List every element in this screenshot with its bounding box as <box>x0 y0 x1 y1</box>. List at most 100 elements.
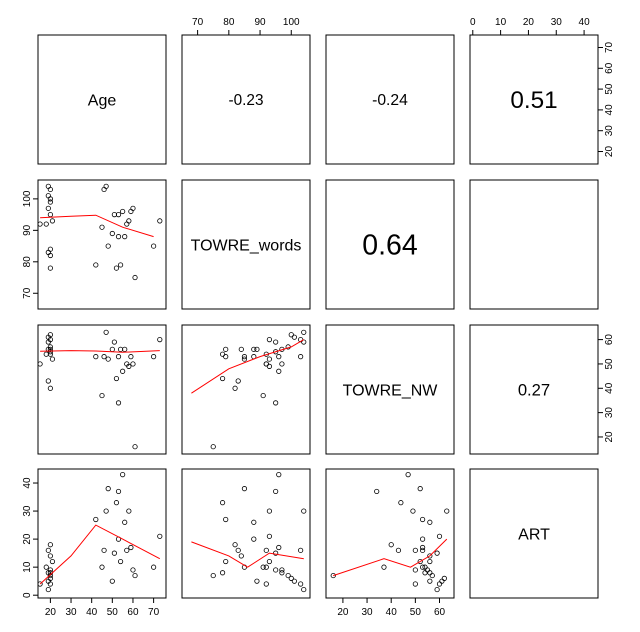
point-ART-vs-Age <box>128 544 134 551</box>
tick-label-TOWRE_words: 70 <box>22 287 33 299</box>
point-ART-vs-TOWRE_NW <box>398 500 404 506</box>
diagonal-label-age: Age <box>88 93 117 110</box>
point-TOWRE_NW-vs-TOWRE_words <box>291 334 297 340</box>
point-ART-vs-TOWRE_words <box>279 567 285 573</box>
point-ART-vs-TOWRE_NW <box>441 575 447 581</box>
tick-label-TOWRE_NW: 60 <box>434 607 446 618</box>
point-ART-vs-TOWRE_words <box>219 570 226 576</box>
smooth-ART-vs-Age <box>39 524 161 585</box>
point-TOWRE_NW-vs-Age <box>101 354 107 360</box>
point-ART-vs-TOWRE_NW <box>412 547 418 553</box>
point-ART-vs-TOWRE_words <box>266 558 273 565</box>
point-TOWRE_NW-vs-Age <box>49 356 56 362</box>
point-TOWRE_NW-vs-TOWRE_words <box>273 349 279 355</box>
panel-3-2 <box>325 468 455 599</box>
tick-label-TOWRE_words: 100 <box>283 17 300 28</box>
point-ART-vs-TOWRE_NW <box>420 536 426 542</box>
point-TOWRE_NW-vs-TOWRE_words <box>235 378 241 384</box>
point-TOWRE_words-vs-Age <box>103 183 109 189</box>
point-ART-vs-TOWRE_words <box>273 550 279 556</box>
point-TOWRE_NW-vs-TOWRE_words <box>279 361 285 367</box>
point-ART-vs-TOWRE_NW <box>420 547 426 553</box>
point-ART-vs-TOWRE_NW <box>412 581 418 587</box>
point-TOWRE_NW-vs-TOWRE_words <box>223 346 229 352</box>
point-TOWRE_NW-vs-Age <box>113 375 120 382</box>
point-TOWRE_words-vs-Age <box>128 208 134 215</box>
point-TOWRE_NW-vs-Age <box>132 444 138 450</box>
panel-0-3 <box>469 34 599 165</box>
point-TOWRE_NW-vs-Age <box>128 354 134 360</box>
point-TOWRE_NW-vs-Age <box>126 363 132 369</box>
point-TOWRE_NW-vs-TOWRE_words <box>232 385 238 391</box>
point-TOWRE_words-vs-Age <box>105 243 111 249</box>
point-ART-vs-Age <box>99 564 105 570</box>
point-TOWRE_NW-vs-Age <box>45 378 51 384</box>
point-ART-vs-Age <box>43 564 49 570</box>
point-TOWRE_NW-vs-Age <box>115 354 122 360</box>
point-ART-vs-TOWRE_words <box>301 586 307 593</box>
point-ART-vs-TOWRE_words <box>298 581 304 587</box>
point-TOWRE_NW-vs-Age <box>122 346 128 352</box>
tick-label-ART: 40 <box>22 477 33 489</box>
point-ART-vs-Age <box>47 553 53 559</box>
tick-label-ART: 40 <box>579 17 591 28</box>
tick-label-ART: 30 <box>551 17 563 28</box>
point-ART-vs-TOWRE_words <box>263 581 269 587</box>
point-ART-vs-TOWRE_NW <box>420 516 426 523</box>
point-TOWRE_words-vs-Age <box>130 205 136 211</box>
point-ART-vs-Age <box>126 508 132 514</box>
point-TOWRE_NW-vs-Age <box>103 329 109 335</box>
point-ART-vs-TOWRE_NW <box>395 547 402 553</box>
point-TOWRE_NW-vs-TOWRE_words <box>254 346 260 352</box>
point-ART-vs-TOWRE_NW <box>434 550 440 556</box>
tick-label-ART: 0 <box>22 592 33 598</box>
tick-label-ART: 10 <box>495 17 507 28</box>
panel-0-0 <box>37 34 167 165</box>
point-ART-vs-TOWRE_words <box>232 542 238 548</box>
point-ART-vs-TOWRE_words <box>285 572 291 579</box>
tick-label-TOWRE_NW: 30 <box>361 607 373 618</box>
tick-label-TOWRE_NW: 50 <box>604 358 615 370</box>
point-ART-vs-Age <box>124 547 130 553</box>
point-ART-vs-TOWRE_words <box>266 508 273 514</box>
point-ART-vs-TOWRE_words <box>279 570 285 576</box>
tick-label-TOWRE_NW: 60 <box>604 334 615 346</box>
point-ART-vs-TOWRE_words <box>273 567 279 573</box>
tick-label-TOWRE_NW: 50 <box>410 607 422 618</box>
tick-label-ART: 20 <box>523 17 535 28</box>
panel-2-1 <box>181 324 311 455</box>
point-TOWRE_NW-vs-TOWRE_words <box>223 354 229 360</box>
smooth-TOWRE_NW-vs-TOWRE_words <box>191 339 305 394</box>
tick-label-Age: 70 <box>148 607 160 618</box>
point-ART-vs-TOWRE_NW <box>374 488 380 495</box>
tick-label-Age: 30 <box>65 607 77 618</box>
panel-3-0 <box>37 468 167 599</box>
tick-label-Age: 20 <box>45 607 57 618</box>
point-ART-vs-TOWRE_words <box>276 544 282 551</box>
point-TOWRE_words-vs-Age <box>45 249 51 255</box>
tick-label-TOWRE_NW: 20 <box>604 431 615 443</box>
point-TOWRE_NW-vs-TOWRE_words <box>263 361 269 367</box>
point-TOWRE_words-vs-Age <box>113 265 120 271</box>
point-TOWRE_NW-vs-TOWRE_words <box>238 346 244 352</box>
correlation-0-3: 0.51 <box>510 87 557 114</box>
tick-label-TOWRE_NW: 20 <box>337 607 349 618</box>
point-ART-vs-Age <box>130 567 136 573</box>
smooth-TOWRE_NW-vs-Age <box>40 350 160 353</box>
tick-label-TOWRE_words: 90 <box>254 17 266 28</box>
point-TOWRE_words-vs-Age <box>115 234 122 240</box>
point-ART-vs-TOWRE_NW <box>412 567 418 573</box>
smooth-TOWRE_words-vs-Age <box>40 214 154 238</box>
panel-1-2 <box>325 179 455 310</box>
point-ART-vs-TOWRE_NW <box>405 472 411 478</box>
point-TOWRE_NW-vs-TOWRE_words <box>266 363 273 369</box>
point-TOWRE_words-vs-Age <box>115 212 122 218</box>
point-ART-vs-TOWRE_words <box>288 575 294 581</box>
point-ART-vs-TOWRE_NW <box>422 570 428 576</box>
point-ART-vs-Age <box>37 581 43 587</box>
point-TOWRE_words-vs-Age <box>132 274 138 281</box>
point-ART-vs-Age <box>117 558 124 565</box>
point-TOWRE_NW-vs-Age <box>47 332 53 338</box>
panel-3-3 <box>469 468 599 599</box>
smooth-ART-vs-TOWRE_words <box>191 541 304 568</box>
